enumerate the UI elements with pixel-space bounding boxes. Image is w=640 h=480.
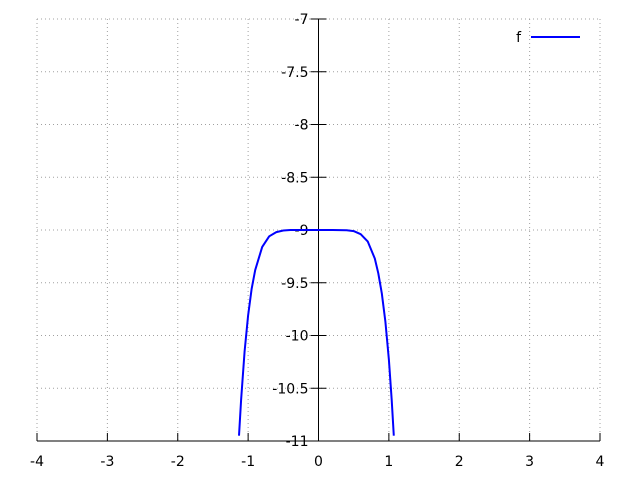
legend: f bbox=[516, 30, 580, 46]
y-tick-label: -7 bbox=[295, 12, 309, 28]
y-tick-label: -10.5 bbox=[272, 381, 308, 397]
y-tick-label: -8 bbox=[295, 118, 309, 134]
y-tick-label: -9.5 bbox=[281, 276, 308, 292]
y-tick-label: -8.5 bbox=[281, 170, 308, 186]
x-tick-label: -1 bbox=[241, 454, 255, 470]
x-tick-label: 4 bbox=[596, 454, 605, 470]
y-tick-label: -10 bbox=[286, 329, 309, 345]
x-tick-label: 1 bbox=[384, 454, 393, 470]
y-tick-label: -11 bbox=[286, 434, 309, 450]
x-tick-label: -3 bbox=[100, 454, 114, 470]
series-line-f bbox=[238, 229, 395, 436]
x-tick-label: 2 bbox=[455, 454, 464, 470]
legend-label: f bbox=[516, 30, 522, 46]
x-tick-label: 0 bbox=[314, 454, 323, 470]
series bbox=[238, 229, 395, 436]
x-tick-label: 3 bbox=[525, 454, 534, 470]
y-tick-label: -7.5 bbox=[281, 65, 308, 81]
x-tick-label: -2 bbox=[171, 454, 185, 470]
x-tick-label: -4 bbox=[30, 454, 44, 470]
ticks: -4 -3 -2 -1 0 1 2 3 4-11-10.5-10-9.5-9-8.5-8-7.5… bbox=[30, 12, 605, 470]
